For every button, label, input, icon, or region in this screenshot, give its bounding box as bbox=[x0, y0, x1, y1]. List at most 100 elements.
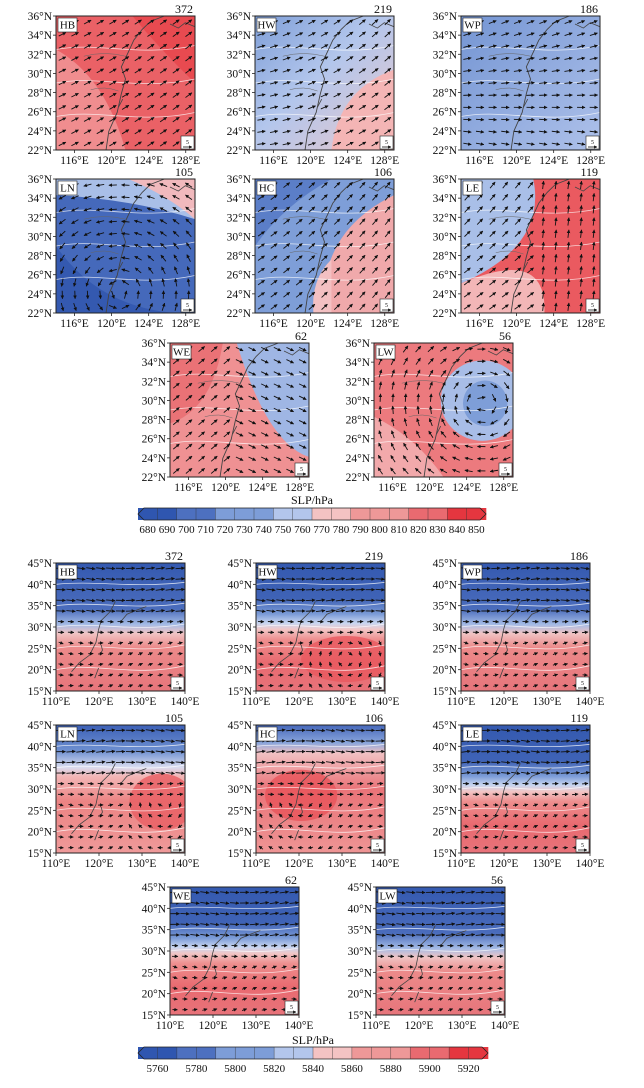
wind-vector bbox=[590, 119, 598, 120]
colorbar-swatch bbox=[138, 508, 158, 520]
y-tick-label: 34°N bbox=[433, 193, 458, 205]
y-tick-label: 28°N bbox=[227, 88, 252, 100]
wind-vector bbox=[513, 794, 519, 795]
wind-vector bbox=[281, 945, 287, 946]
colorbar-swatch bbox=[409, 508, 429, 520]
panel-count: 56 bbox=[491, 873, 503, 887]
colorbar-tick-label: 710 bbox=[197, 524, 214, 536]
x-tick-label: 124°E bbox=[539, 155, 568, 167]
colorbar-tick-label: 770 bbox=[313, 524, 330, 536]
y-tick-label: 36°N bbox=[433, 174, 458, 186]
field-region bbox=[301, 636, 391, 682]
y-tick-label: 40°N bbox=[433, 741, 458, 753]
colorbar-tick-label: 820 bbox=[410, 524, 427, 536]
y-tick-label: 22°N bbox=[433, 308, 458, 320]
wind-vector bbox=[572, 621, 578, 622]
wind-vector bbox=[292, 977, 297, 978]
panel-count: 119 bbox=[570, 711, 588, 725]
wind-vector bbox=[473, 664, 478, 665]
y-tick-label: 35°N bbox=[433, 763, 458, 775]
colorbar-swatch bbox=[138, 1047, 158, 1059]
y-tick-label: 24°N bbox=[346, 453, 371, 465]
wind-vector bbox=[493, 632, 499, 633]
panel-label: HW bbox=[258, 567, 277, 579]
wind-vector bbox=[356, 568, 365, 569]
wind-vector bbox=[503, 783, 509, 784]
panel-label: LW bbox=[377, 347, 394, 359]
wind-vector bbox=[471, 600, 480, 601]
colorbar-swatch bbox=[370, 508, 390, 520]
reference-vector-value: 5 bbox=[591, 303, 594, 309]
colorbar-swatch bbox=[331, 508, 351, 520]
colorbar-tick-label: 5820 bbox=[263, 1063, 286, 1075]
wind-vector bbox=[212, 945, 218, 946]
panel-plot-area bbox=[255, 179, 394, 313]
wind-vector bbox=[88, 826, 93, 827]
colorbar-tick-label: 790 bbox=[352, 524, 369, 536]
y-tick-label: 34°N bbox=[227, 30, 252, 42]
wind-vector bbox=[308, 632, 314, 633]
y-tick-label: 28°N bbox=[28, 88, 53, 100]
panel-count: 372 bbox=[175, 2, 193, 16]
wind-vector bbox=[88, 621, 94, 622]
wind-vector bbox=[122, 197, 130, 198]
x-tick-label: 128°E bbox=[370, 318, 399, 330]
wind-vector bbox=[376, 611, 385, 612]
colorbar-swatch bbox=[157, 508, 177, 520]
y-tick-label: 32°N bbox=[227, 212, 252, 224]
wind-vector bbox=[167, 783, 173, 784]
panel-plot-area bbox=[170, 343, 309, 477]
x-tick-label: 120°E bbox=[405, 1020, 434, 1032]
wind-vector bbox=[367, 794, 373, 795]
y-tick-label: 30°N bbox=[28, 784, 53, 796]
x-tick-label: 140°E bbox=[171, 858, 200, 870]
x-tick-label: 116°E bbox=[60, 155, 88, 167]
y-tick-label: 30°N bbox=[433, 784, 458, 796]
y-tick-label: 40°N bbox=[433, 579, 458, 591]
x-tick-label: 120°E bbox=[85, 858, 114, 870]
x-tick-label: 124°E bbox=[333, 318, 362, 330]
reference-vector-value: 5 bbox=[581, 843, 584, 849]
wind-vector bbox=[288, 621, 294, 622]
x-tick-label: 140°E bbox=[371, 858, 400, 870]
wind-vector bbox=[306, 611, 315, 612]
wind-vector bbox=[212, 956, 218, 957]
colorbar-tick-label: 5800 bbox=[224, 1063, 247, 1075]
y-tick-label: 30°N bbox=[28, 68, 53, 80]
y-tick-label: 20°N bbox=[433, 827, 458, 839]
y-tick-label: 22°N bbox=[433, 145, 458, 157]
y-tick-label: 35°N bbox=[433, 601, 458, 613]
reference-vector-value: 5 bbox=[581, 681, 584, 687]
wind-vector bbox=[493, 664, 498, 665]
panel-label: LE bbox=[466, 729, 480, 741]
wind-vector bbox=[493, 826, 498, 827]
reference-vector-value: 5 bbox=[186, 303, 189, 309]
y-tick-label: 15°N bbox=[348, 1010, 373, 1022]
wind-vector bbox=[308, 621, 314, 622]
colorbar-swatch bbox=[391, 1047, 411, 1059]
wind-vector bbox=[298, 632, 304, 633]
colorbar-swatch bbox=[293, 508, 313, 520]
wind-vector bbox=[222, 956, 228, 957]
wind-vector bbox=[281, 956, 287, 957]
colorbar-swatch bbox=[216, 1047, 236, 1059]
wind-vector bbox=[471, 611, 480, 612]
colorbar-swatch bbox=[294, 1047, 314, 1059]
x-tick-label: 124°E bbox=[134, 155, 163, 167]
x-tick-label: 140°E bbox=[491, 1020, 520, 1032]
wind-vector bbox=[514, 119, 522, 120]
y-tick-label: 24°N bbox=[142, 453, 167, 465]
reference-vector-value: 5 bbox=[385, 140, 388, 146]
y-tick-label: 15°N bbox=[228, 686, 253, 698]
y-tick-label: 32°N bbox=[142, 376, 167, 388]
y-tick-label: 28°N bbox=[433, 88, 458, 100]
field-region bbox=[463, 381, 507, 427]
wind-vector bbox=[561, 773, 570, 774]
y-tick-label: 20°N bbox=[228, 665, 253, 677]
